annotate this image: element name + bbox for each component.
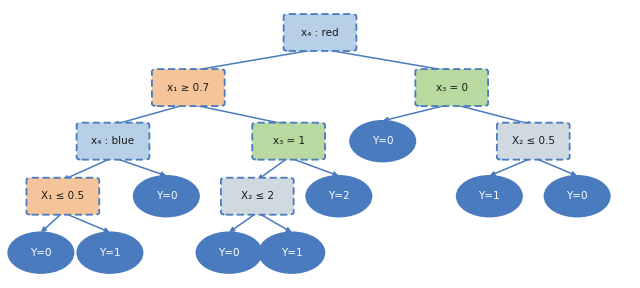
Ellipse shape (259, 232, 324, 273)
Text: Y=0: Y=0 (156, 191, 177, 201)
Ellipse shape (306, 176, 371, 217)
Text: Y=1: Y=1 (479, 191, 500, 201)
FancyBboxPatch shape (415, 69, 488, 106)
FancyBboxPatch shape (77, 123, 149, 160)
FancyBboxPatch shape (497, 123, 570, 160)
FancyBboxPatch shape (26, 178, 99, 215)
FancyBboxPatch shape (152, 69, 225, 106)
Ellipse shape (457, 176, 522, 217)
Text: x₄ : blue: x₄ : blue (92, 136, 134, 146)
Text: x₃ = 0: x₃ = 0 (436, 83, 468, 92)
Text: Y=1: Y=1 (99, 248, 121, 258)
Ellipse shape (8, 232, 74, 273)
Text: x₃ = 1: x₃ = 1 (273, 136, 305, 146)
Text: Y=0: Y=0 (372, 136, 394, 146)
Text: Y=2: Y=2 (328, 191, 349, 201)
Text: X₁ ≤ 0.5: X₁ ≤ 0.5 (42, 191, 84, 201)
Ellipse shape (196, 232, 262, 273)
Text: Y=0: Y=0 (566, 191, 588, 201)
Text: x₁ ≥ 0.7: x₁ ≥ 0.7 (167, 83, 209, 92)
FancyBboxPatch shape (252, 123, 325, 160)
Text: Y=0: Y=0 (30, 248, 52, 258)
FancyBboxPatch shape (284, 14, 356, 51)
Text: Y=0: Y=0 (218, 248, 240, 258)
Ellipse shape (77, 232, 143, 273)
Text: x₄ : red: x₄ : red (301, 28, 339, 37)
Text: Y=1: Y=1 (281, 248, 303, 258)
Ellipse shape (545, 176, 610, 217)
Ellipse shape (134, 176, 199, 217)
Text: X₂ ≤ 0.5: X₂ ≤ 0.5 (512, 136, 555, 146)
Ellipse shape (350, 121, 415, 162)
Text: X₂ ≤ 2: X₂ ≤ 2 (241, 191, 274, 201)
FancyBboxPatch shape (221, 178, 294, 215)
